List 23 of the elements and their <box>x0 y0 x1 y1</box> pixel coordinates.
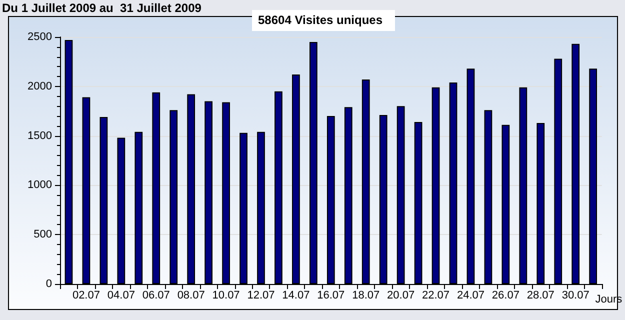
x-tick-label: 28.07 <box>526 290 554 302</box>
x-tick-label: 10.07 <box>212 290 240 302</box>
y-tick-label: 0 <box>46 278 52 290</box>
x-tick-label: 06.07 <box>142 290 170 302</box>
y-tick-label: 500 <box>34 228 52 241</box>
y-tick-label: 1000 <box>28 179 52 192</box>
x-tick-label: 04.07 <box>107 290 135 302</box>
x-tick-label: 24.07 <box>456 290 484 302</box>
y-tick-label: 2000 <box>28 80 52 92</box>
y-tick-label: 2500 <box>28 31 52 43</box>
x-tick-label: 08.07 <box>177 290 205 302</box>
x-tick-label: 30.07 <box>562 290 590 302</box>
x-tick-label: 02.07 <box>72 290 100 302</box>
x-tick-label: 16.07 <box>317 290 345 302</box>
x-tick-label: 18.07 <box>352 290 380 302</box>
chart-subtitle: 58604 Visites uniques <box>252 10 395 31</box>
y-tick-label: 1500 <box>28 130 52 142</box>
x-tick-label: 14.07 <box>282 290 310 302</box>
x-tick-label: 20.07 <box>387 290 415 302</box>
x-tick-label: 22.07 <box>422 290 450 302</box>
x-tick-label: 26.07 <box>492 290 520 302</box>
x-tick-label: 12.07 <box>247 290 275 302</box>
chart-title: Du 1 Juillet 2009 au 31 Juillet 2009 <box>2 1 202 15</box>
